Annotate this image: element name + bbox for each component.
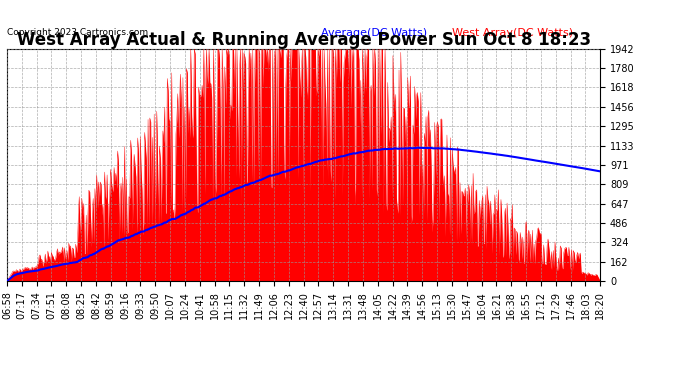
- Text: Average(DC Watts): Average(DC Watts): [322, 28, 428, 38]
- Title: West Array Actual & Running Average Power Sun Oct 8 18:23: West Array Actual & Running Average Powe…: [17, 31, 591, 49]
- Text: Copyright 2023 Cartronics.com: Copyright 2023 Cartronics.com: [7, 28, 148, 37]
- Text: West Array(DC Watts): West Array(DC Watts): [452, 28, 573, 38]
